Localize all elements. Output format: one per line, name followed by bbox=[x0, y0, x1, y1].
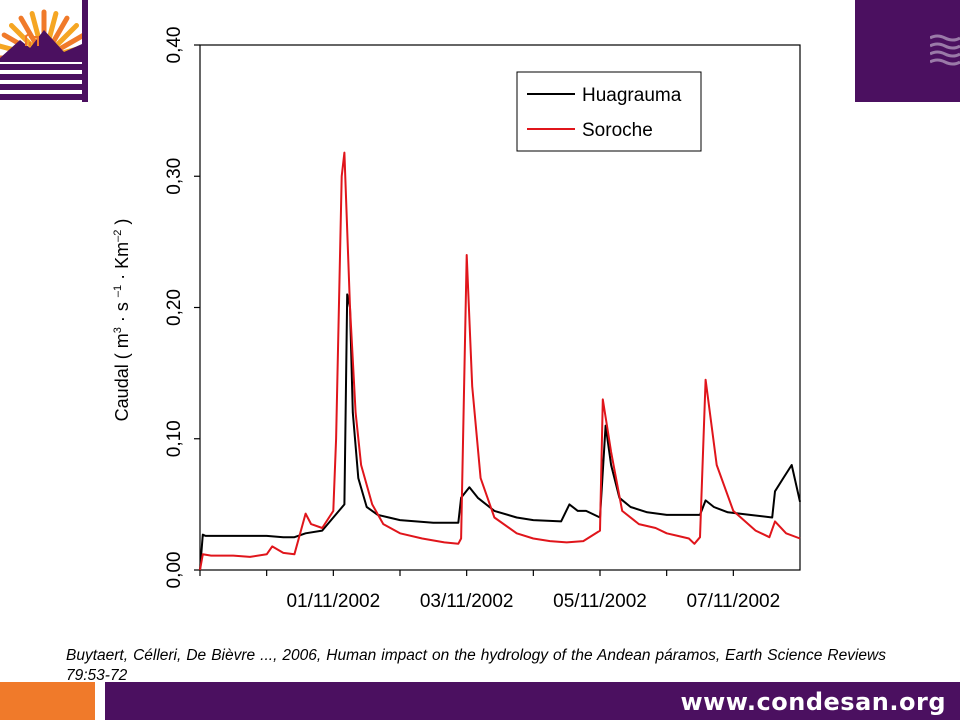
wave-band-3 bbox=[0, 84, 82, 90]
condesan-logo bbox=[0, 0, 93, 102]
y-tick-label: 0,30 bbox=[164, 158, 185, 195]
y-tick-label: 0,20 bbox=[164, 289, 185, 326]
footer-bar: www.condesan.org bbox=[0, 682, 960, 720]
header-purple-strip bbox=[82, 0, 88, 102]
sun-ray bbox=[46, 11, 59, 44]
series-layer bbox=[199, 151, 801, 571]
x-tick-label: 05/11/2002 bbox=[553, 591, 647, 612]
x-tick-label: 07/11/2002 bbox=[686, 591, 780, 612]
series-line-soroche bbox=[199, 151, 801, 571]
x-axis: 01/11/2002 03/11/2002 05/11/2002 07/11/2002 bbox=[199, 570, 780, 612]
legend-box bbox=[516, 71, 702, 152]
sun-ray bbox=[18, 15, 38, 45]
legend-label-soroche: Soroche bbox=[582, 120, 653, 141]
sun-mountains-llama-logo-icon bbox=[0, 9, 93, 100]
footer-orange-block bbox=[0, 682, 95, 720]
website-link[interactable]: www.condesan.org bbox=[680, 688, 946, 716]
wave-band-4 bbox=[0, 94, 82, 100]
y-tick-label: 0,10 bbox=[164, 420, 185, 457]
wave-lines-icon bbox=[930, 34, 960, 66]
sun-ray bbox=[8, 22, 34, 48]
series-line-huagrauma bbox=[199, 293, 801, 571]
sun-ray bbox=[54, 22, 80, 48]
footer-gap bbox=[95, 682, 105, 720]
wave-band-2 bbox=[0, 74, 82, 80]
legend: Huagrauma Soroche bbox=[516, 71, 702, 152]
y-axis-label: Caudal ( m3 · s –1 · Km–2 ) bbox=[112, 219, 132, 422]
sun-ray bbox=[50, 15, 70, 45]
header-purple-panel bbox=[855, 0, 960, 102]
wave-band-1 bbox=[0, 64, 82, 70]
y-tick-label: 0,00 bbox=[164, 552, 185, 589]
y-tick-label: 0,40 bbox=[164, 27, 185, 64]
legend-label-huagrauma: Huagrauma bbox=[582, 85, 682, 106]
y-axis: 0,00 0,10 0,20 0,30 0,40 bbox=[164, 27, 200, 589]
sun-ray bbox=[57, 32, 87, 52]
llama-shape bbox=[25, 32, 39, 46]
x-tick-label: 01/11/2002 bbox=[286, 591, 380, 612]
x-tick-label: 03/11/2002 bbox=[420, 591, 514, 612]
mountains-shape bbox=[0, 30, 82, 62]
plot-area bbox=[199, 44, 801, 571]
citation-text: Buytaert, Célleri, De Bièvre ..., 2006, … bbox=[66, 647, 886, 682]
